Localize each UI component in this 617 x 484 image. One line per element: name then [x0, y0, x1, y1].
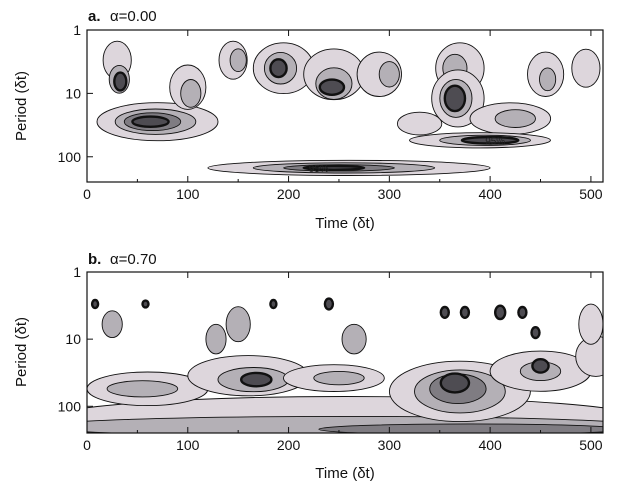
contour-region-darkest [113, 71, 128, 92]
significance-label: 95% [309, 164, 329, 175]
contour-region-darkest [269, 298, 278, 310]
panel-a-frame [86, 29, 604, 183]
x-tick-label: 400 [478, 186, 502, 202]
contour-region-darkest [531, 357, 550, 374]
contour-region-light [396, 111, 443, 136]
x-tick-label: 200 [277, 437, 301, 453]
y-tick-label: 100 [58, 398, 82, 414]
panel-b-frame [86, 271, 604, 434]
x-tick-label: 200 [277, 186, 301, 202]
contour-region-dark [318, 423, 603, 433]
x-tick-label: 300 [378, 437, 402, 453]
contour-region-darkest [239, 371, 273, 388]
contour-region-mid [313, 370, 365, 386]
contour-region-darkest [530, 326, 541, 340]
contour-region-mid [494, 109, 536, 128]
panel-b-letter: b. [88, 251, 101, 268]
contour-region-mid [101, 310, 123, 339]
panel-a-xlabel: Time (δt) [315, 215, 374, 232]
contour-region-darkest [141, 299, 150, 309]
y-tick-label: 1 [73, 264, 81, 280]
contour-region-darkest [323, 297, 335, 311]
contour-region-darkest [131, 115, 170, 128]
contour-region-darkest [439, 305, 450, 320]
contour-region-darkest [318, 78, 346, 96]
x-tick-label: 500 [579, 437, 603, 453]
panel-a-letter: a. [88, 8, 101, 25]
panel-b-ticks: 0 100 200 300 400 500 1 10 100 [58, 264, 603, 453]
contour-region-mid [205, 323, 227, 355]
x-tick-label: 0 [83, 186, 91, 202]
panel-a-significance: 95% 95% [309, 136, 506, 175]
y-tick-label: 1 [73, 22, 81, 38]
contour-region-darkest [443, 84, 467, 113]
contour-region-darkest [302, 164, 366, 171]
x-tick-label: 100 [176, 186, 200, 202]
panel-a-chart: a. α=0.00 95%95% 0 100 200 300 400 500110100 … [13, 8, 604, 232]
contour-region-darkest [517, 305, 528, 320]
panel-b-contours [87, 297, 603, 433]
panel-b-title: α=0.70 [110, 251, 157, 268]
contour-region-darkest [269, 58, 288, 79]
x-tick-label: 300 [378, 186, 402, 202]
contour-region-mid [378, 61, 400, 88]
contour-region-light [571, 48, 601, 88]
y-tick-label: 10 [65, 331, 81, 347]
x-tick-label: 500 [579, 186, 603, 202]
contour-region-darkest [90, 298, 100, 310]
panel-b-xlabel: Time (δt) [315, 465, 374, 482]
contour-region-light [578, 303, 603, 345]
contour-region-mid [106, 380, 179, 398]
significance-label: 95% [485, 136, 505, 147]
panel-a-title: α=0.00 [110, 8, 157, 25]
panel-b-chart: b. α=0.70 0 100 200 300 400 500 1 10 100 Time (δ… [13, 251, 604, 482]
contour-region-darkest [494, 304, 507, 321]
panel-b-ylabel: Period (δt) [13, 317, 30, 387]
contour-region-darkest [439, 372, 471, 394]
x-tick-label: 100 [176, 437, 200, 453]
panel-a-contours [96, 40, 601, 176]
contour-region-mid [341, 323, 367, 355]
contour-region-mid [225, 306, 251, 343]
y-tick-label: 10 [65, 85, 81, 101]
contour-region-mid [180, 79, 202, 108]
contour-region-darkest [459, 305, 471, 320]
panel-a-ticks: 0 100 200 300 400 500 1 10 100 [58, 22, 603, 202]
x-tick-label: 400 [478, 437, 502, 453]
panel-a-ylabel: Period (δt) [13, 71, 30, 141]
y-tick-label: 100 [58, 149, 82, 165]
contour-region-mid [229, 48, 247, 73]
contour-region-darkest [460, 135, 520, 145]
contour-region-mid [539, 67, 557, 92]
x-tick-label: 0 [83, 437, 91, 453]
